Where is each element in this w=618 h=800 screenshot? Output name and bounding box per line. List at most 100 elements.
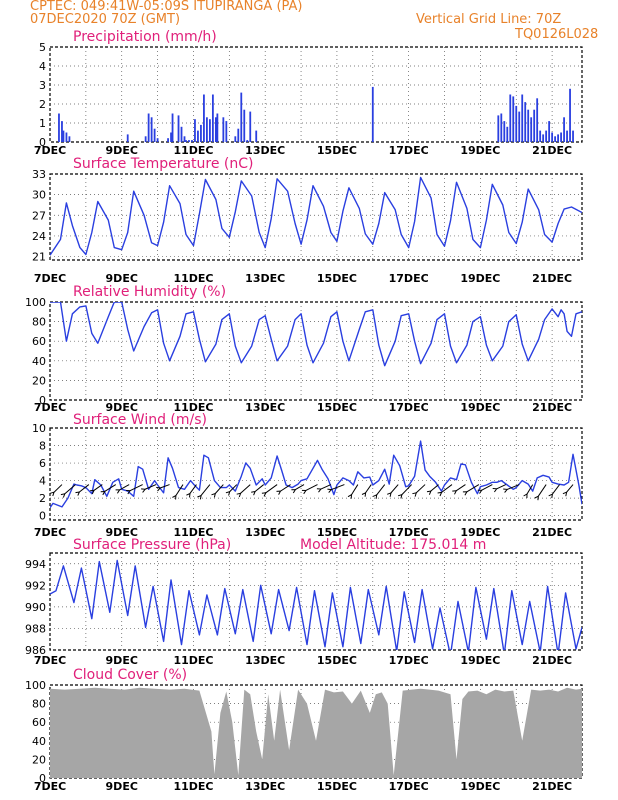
precip-bar: [371, 86, 374, 142]
precip-bar: [68, 136, 71, 142]
precip-bar: [156, 138, 159, 142]
wind-ytick-label: 10: [32, 422, 46, 435]
cloud-xtick-label: 9DEC: [106, 780, 138, 793]
precip-bar: [222, 117, 225, 142]
precip-bar: [515, 105, 518, 142]
wind-arrow-head: [562, 491, 568, 497]
wind-line: [50, 440, 582, 509]
temp-frame: [49, 173, 583, 261]
precip-bar: [246, 140, 249, 142]
precip-bar: [569, 88, 571, 142]
temp-xtick-label: 21DEC: [532, 272, 572, 285]
precip-bar: [234, 136, 237, 142]
wind-frame: [49, 427, 583, 521]
precip-bar: [545, 130, 548, 142]
cloud-title: Cloud Cover (%): [73, 667, 187, 683]
pressure-xtick-label: 19DEC: [460, 654, 500, 667]
wind-arrow-head: [523, 493, 528, 499]
pressure-ytick-label: 992: [25, 579, 46, 592]
wind-arrow-head: [548, 493, 554, 499]
precip-bar: [572, 130, 574, 142]
rh-line: [50, 302, 582, 367]
pressure-ytick-label: 990: [25, 601, 46, 614]
precip-bar: [530, 117, 533, 142]
precip-bar: [539, 130, 542, 142]
cloud-ytick-label: 0: [39, 772, 46, 785]
precip-bar: [58, 113, 60, 142]
wind-arrow: [64, 484, 76, 495]
temp-ytick-label: 21: [32, 251, 46, 264]
wind-arrow: [305, 484, 318, 491]
pressure-xtick-label: 11DEC: [173, 654, 213, 667]
wind-arrow-head: [503, 488, 509, 493]
precip-xtick-label: 21DEC: [532, 144, 572, 157]
precip-bar: [147, 113, 150, 142]
precip-bar: [177, 115, 180, 142]
precip-bar: [185, 140, 187, 142]
precip-bar: [167, 138, 169, 142]
precip-ytick-label: 5: [39, 41, 46, 54]
wind-arrow: [104, 484, 117, 492]
wind-xtick-label: 11DEC: [173, 526, 213, 539]
temp-xtick-label: 15DEC: [317, 272, 357, 285]
precip-bar: [551, 132, 554, 142]
precip-bar: [206, 117, 208, 142]
wind-arrow-head: [211, 492, 216, 498]
wind-arrow: [175, 484, 184, 496]
precip-bar: [61, 121, 63, 142]
precip-xtick-label: 19DEC: [460, 144, 500, 157]
pressure-title: Surface Pressure (hPa): [73, 537, 231, 553]
precip-bar: [208, 119, 211, 142]
wind-arrow: [401, 484, 413, 495]
cloud-area: [50, 687, 582, 778]
wind-arrow: [295, 484, 305, 491]
precip-bar: [240, 92, 243, 142]
precip-xtick-label: 17DEC: [389, 144, 429, 157]
precip-bar: [521, 94, 524, 142]
pressure-ytick-label: 988: [25, 622, 46, 635]
precip-bar: [536, 98, 539, 142]
cloud-xtick-label: 21DEC: [532, 780, 572, 793]
precip-title: Precipitation (mm/h): [73, 29, 217, 45]
precip-bar: [225, 121, 228, 142]
precip-bar: [249, 111, 252, 142]
header-grid-note: Vertical Grid Line: 70Z: [416, 12, 562, 27]
wind-arrow-head: [126, 490, 132, 495]
precip-ytick-label: 4: [39, 60, 46, 73]
wind-arrow: [265, 484, 278, 494]
wind-arrow: [351, 484, 359, 496]
precip-bar: [203, 94, 205, 142]
precip-bar: [524, 102, 527, 142]
wind-ytick-label: 4: [39, 475, 46, 488]
wind-arrow-head: [361, 491, 367, 497]
wind-ytick-label: 0: [39, 510, 46, 523]
rh-ytick-label: 40: [32, 355, 46, 368]
precip-bar: [170, 132, 172, 142]
precip-bar: [180, 126, 183, 142]
wind-arrow: [430, 484, 439, 492]
precip-bar: [197, 130, 199, 142]
wind-arrow-head: [261, 492, 267, 497]
wind-arrow: [320, 484, 332, 490]
precip-frame: [49, 46, 583, 143]
wind-arrow-head: [347, 493, 353, 499]
rh-ytick-label: 0: [39, 394, 46, 407]
temp-ytick-label: 30: [32, 189, 46, 202]
cloud-xtick-label: 17DEC: [389, 780, 429, 793]
wind-arrow-head: [50, 491, 55, 497]
wind-arrow: [566, 484, 574, 493]
precip-bar: [183, 136, 186, 142]
wind-xtick-label: 9DEC: [106, 526, 138, 539]
cloud-ytick-label: 80: [32, 698, 46, 711]
cloud-ytick-label: 40: [32, 735, 46, 748]
rh-xtick-label: 7DEC: [34, 401, 66, 414]
rh-ytick-label: 100: [25, 296, 46, 309]
wind-arrow: [229, 484, 238, 492]
pressure-ytick-label: 994: [25, 558, 46, 571]
pressure-xtick-label: 9DEC: [106, 654, 138, 667]
wind-arrow: [551, 484, 560, 495]
wind-arrow-head: [172, 494, 177, 500]
precip-ytick-label: 1: [39, 117, 46, 130]
precip-bar: [503, 121, 506, 142]
rh-xtick-label: 13DEC: [245, 401, 285, 414]
